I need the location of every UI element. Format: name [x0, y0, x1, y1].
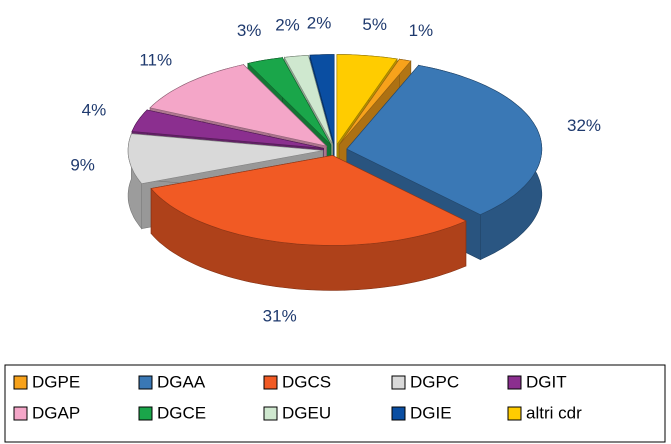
legend-box — [4, 364, 666, 443]
legend-label: DGAA — [157, 372, 206, 391]
value-label: 9% — [70, 156, 95, 175]
slice-top — [127, 133, 324, 185]
value-label: 4% — [82, 101, 107, 120]
legend-label: altri cdr — [526, 403, 582, 422]
legend-swatch — [263, 375, 278, 390]
legend-swatch — [391, 406, 406, 421]
value-label: 1% — [409, 21, 434, 40]
legend-label: DGIE — [410, 403, 452, 422]
slice-top — [149, 64, 328, 147]
value-label: 3% — [237, 21, 262, 40]
legend-swatch — [507, 406, 522, 421]
slice-top — [247, 57, 332, 146]
slice — [150, 154, 467, 291]
slice-top — [309, 54, 335, 145]
value-label: 32% — [567, 116, 601, 135]
value-label: 11% — [139, 50, 172, 69]
legend-swatch — [13, 375, 28, 390]
slice-top — [336, 54, 398, 146]
value-label: 5% — [362, 15, 387, 34]
legend-label: DGAP — [32, 403, 80, 422]
legend-label: DGCS — [282, 372, 331, 391]
legend-label: DGPE — [32, 372, 80, 391]
slice-top — [338, 58, 412, 145]
legend-label: DGPC — [410, 372, 459, 391]
value-label: 2% — [307, 14, 332, 33]
legend-swatch — [507, 375, 522, 390]
legend-label: DGEU — [282, 403, 331, 422]
value-label: 2% — [275, 16, 300, 35]
legend-swatch — [391, 375, 406, 390]
legend-swatch — [138, 375, 153, 390]
slice-top — [131, 109, 324, 149]
legend-swatch — [263, 406, 278, 421]
legend-label: DGCE — [157, 403, 206, 422]
legend-swatch — [13, 406, 28, 421]
slice-top — [150, 155, 467, 246]
slice-top — [346, 64, 543, 215]
slice-top — [283, 54, 334, 145]
legend-swatch — [138, 406, 153, 421]
value-label: 31% — [263, 306, 297, 325]
legend-label: DGIT — [526, 372, 567, 391]
